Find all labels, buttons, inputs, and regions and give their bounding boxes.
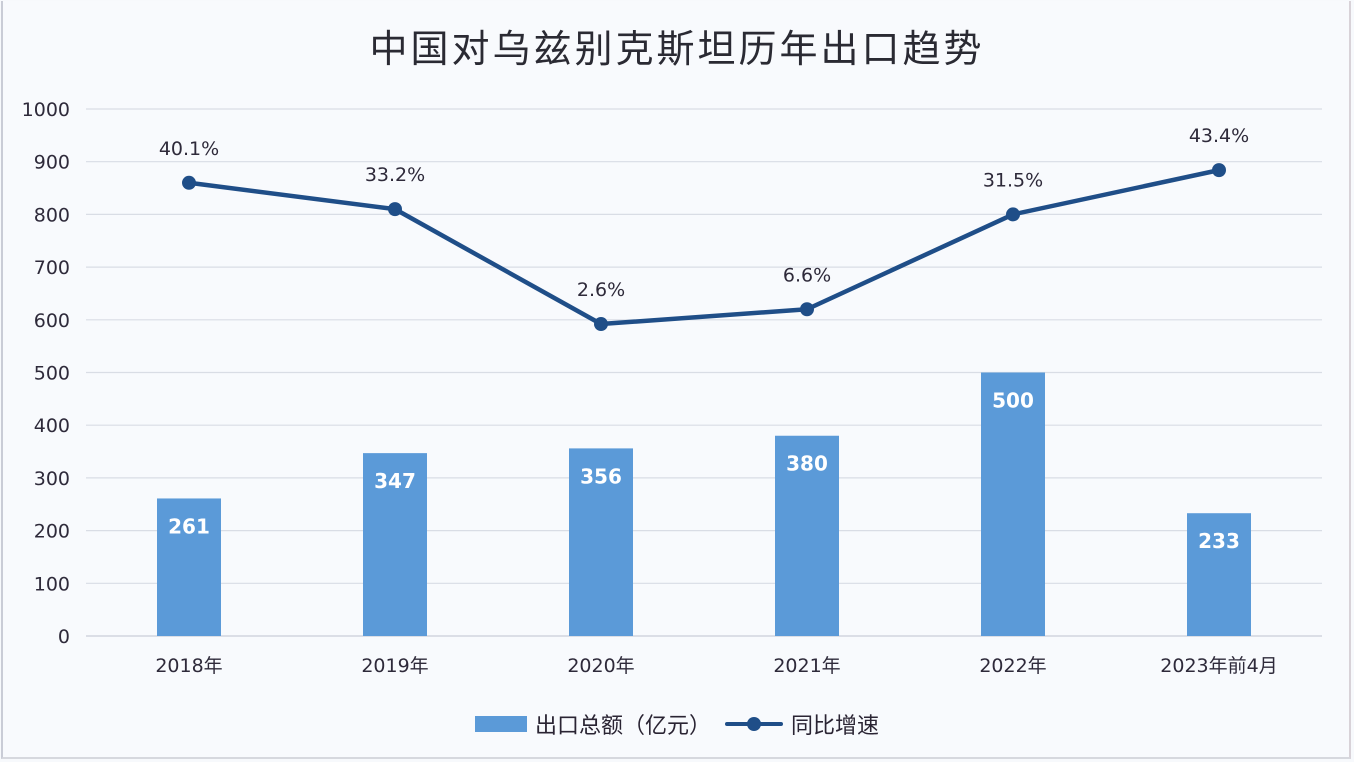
y-tick-label: 900 <box>34 152 70 174</box>
line-value-label: 2.6% <box>577 279 625 301</box>
legend-item-export-total: 出口总额（亿元） <box>474 708 711 740</box>
bar <box>981 372 1045 636</box>
line-marker-icon <box>594 317 608 332</box>
bar-value-label: 347 <box>374 469 416 493</box>
chart-title: 中国对乌兹别克斯坦历年出口趋势 <box>369 27 985 71</box>
x-tick-label: 2018年 <box>155 655 222 677</box>
y-tick-label: 0 <box>58 626 70 648</box>
bar-value-label: 500 <box>992 389 1034 413</box>
line-value-label: 6.6% <box>783 264 831 286</box>
line-value-label: 31.5% <box>983 169 1043 191</box>
legend-bar-swatch-icon <box>474 716 527 732</box>
y-tick-label: 500 <box>34 363 70 385</box>
legend-label-yoy-growth: 同比增速 <box>791 714 880 739</box>
line-marker-icon <box>1006 207 1020 222</box>
bar-value-label: 356 <box>580 464 622 488</box>
x-tick-label: 2021年 <box>773 655 840 677</box>
bar <box>775 435 839 636</box>
bar <box>1187 513 1251 636</box>
legend-line-marker-icon <box>725 716 783 732</box>
x-tick-label: 2020年 <box>567 655 634 677</box>
y-tick-label: 1000 <box>22 99 70 121</box>
bar-value-label: 261 <box>168 514 210 538</box>
line-value-label: 40.1% <box>159 138 219 160</box>
y-tick-label: 100 <box>34 573 70 595</box>
y-tick-label: 600 <box>34 310 70 332</box>
y-tick-label: 200 <box>34 521 70 543</box>
chart-legend: 出口总额（亿元） 同比增速 <box>0 708 1354 740</box>
bar <box>363 453 427 636</box>
bar-value-label: 233 <box>1198 529 1240 553</box>
y-tick-label: 800 <box>34 204 70 226</box>
y-tick-label: 300 <box>34 468 70 490</box>
x-tick-label: 2023年前4月 <box>1160 655 1277 677</box>
growth-line <box>188 167 1220 327</box>
bar-value-label: 380 <box>786 452 828 476</box>
line-value-label: 33.2% <box>365 164 425 186</box>
x-tick-label: 2022年 <box>979 655 1046 677</box>
line-marker-icon <box>182 175 196 190</box>
bar <box>157 498 221 636</box>
line-marker-icon <box>1212 163 1226 178</box>
y-tick-label: 700 <box>34 257 70 279</box>
y-tick-label: 400 <box>34 415 70 437</box>
bar <box>569 448 633 636</box>
legend-label-export-total: 出口总额（亿元） <box>534 714 711 739</box>
x-tick-label: 2019年 <box>361 655 428 677</box>
line-marker-icon <box>388 202 402 217</box>
line-marker-icon <box>800 302 814 317</box>
line-value-label: 43.4% <box>1189 125 1249 147</box>
legend-item-yoy-growth: 同比增速 <box>725 708 879 740</box>
